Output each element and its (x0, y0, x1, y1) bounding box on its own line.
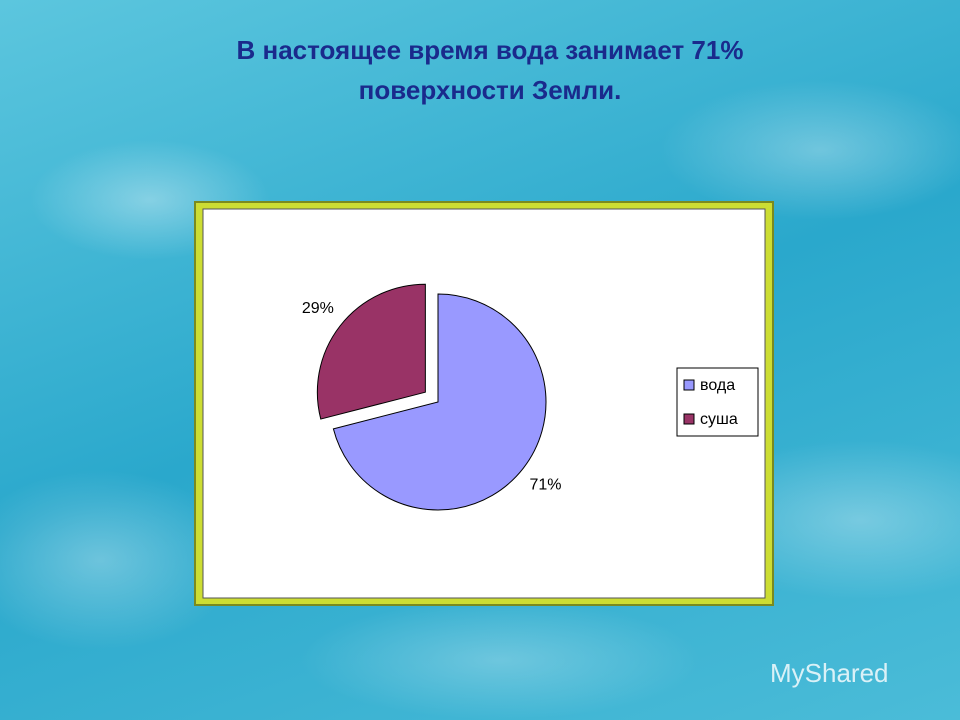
data-label: 29% (302, 300, 334, 317)
watermark: MyShared (770, 658, 889, 688)
legend-label: суша (700, 411, 738, 428)
slide-title: В настоящее время вода занимает 71% пове… (236, 35, 744, 105)
data-label: 71% (529, 477, 561, 494)
legend-swatch (683, 413, 695, 425)
pie-slice (316, 283, 426, 420)
legend-swatch (683, 379, 695, 391)
legend (676, 367, 759, 437)
legend-label: вода (700, 377, 735, 394)
pie-slice (332, 293, 547, 511)
